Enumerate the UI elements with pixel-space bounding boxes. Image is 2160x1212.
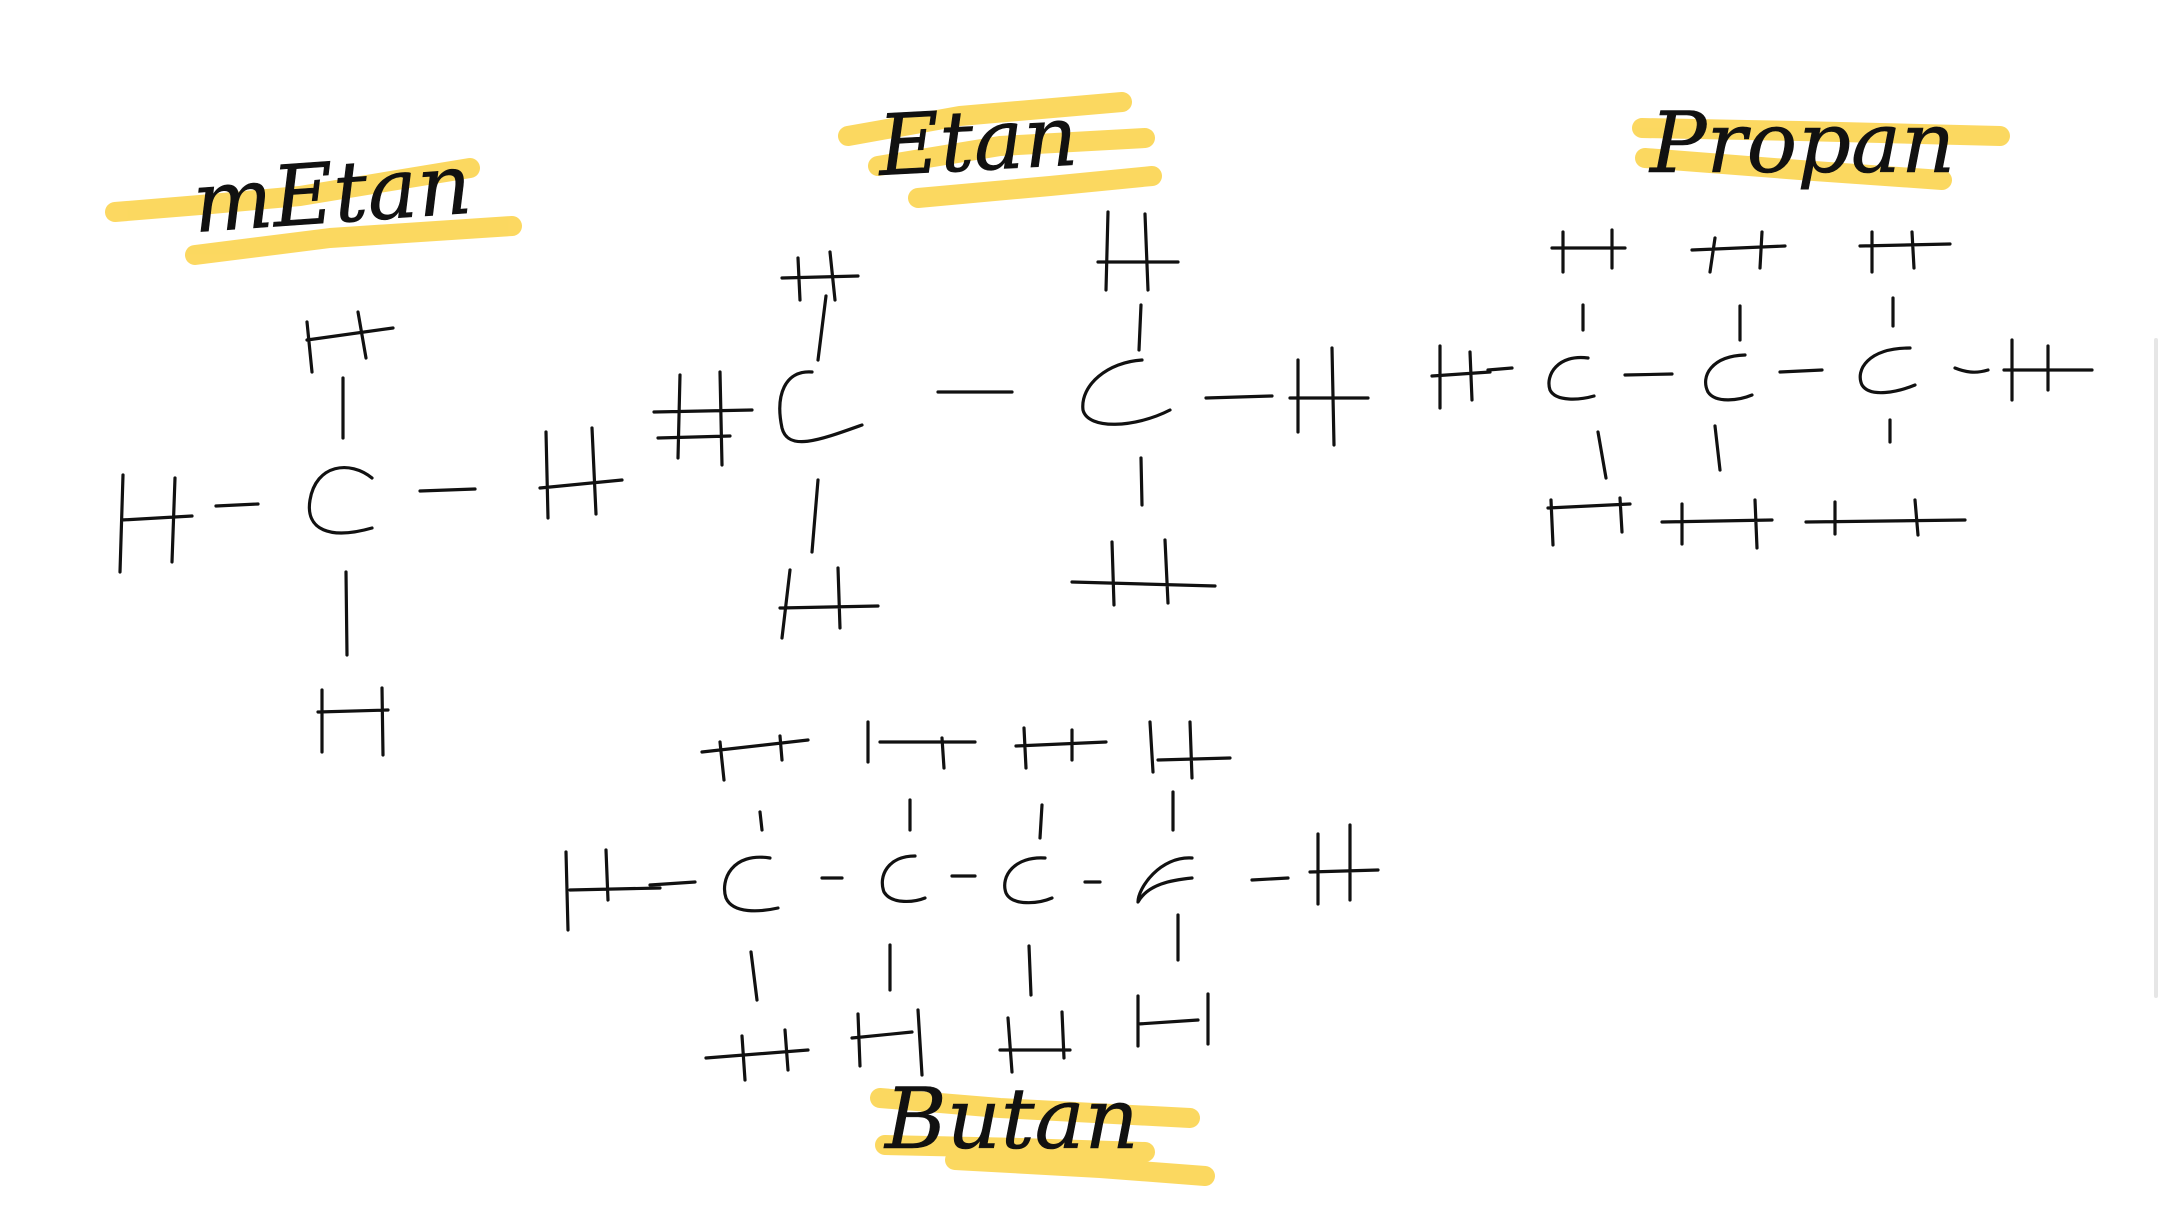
hydrogen-atom	[1660, 498, 1774, 550]
carbon-atom	[1003, 856, 1054, 905]
etan-structure	[652, 210, 1370, 640]
hydrogen-atom	[2002, 338, 2094, 402]
hydrogen-atom	[1070, 538, 1217, 607]
carbon-atom	[307, 466, 374, 535]
hydrogen-atom	[1096, 210, 1180, 292]
single-bond	[1953, 366, 1990, 374]
single-bond	[1137, 303, 1143, 352]
hydrogen-atom	[1550, 228, 1627, 274]
hydrogen-atom	[564, 848, 662, 932]
hydrogen-atom	[1148, 720, 1232, 780]
hydrogen-atom	[1804, 498, 1967, 537]
vertical-scrollbar[interactable]	[2154, 338, 2158, 998]
hydrogen-atom	[1014, 726, 1108, 770]
etan-highlight	[838, 92, 1162, 208]
single-bond	[1038, 803, 1044, 840]
hydrogen-atom	[704, 1028, 810, 1082]
hydrogen-atom	[1858, 230, 1952, 274]
butan-highlight	[870, 1088, 1215, 1186]
hydrogen-atom	[1430, 344, 1492, 410]
hydrogen-atom	[1288, 346, 1370, 447]
carbon-atom	[880, 854, 927, 903]
single-bond	[758, 810, 764, 832]
carbon-atom	[723, 855, 780, 913]
single-bond	[1027, 944, 1033, 997]
hydrogen-atom	[305, 310, 395, 374]
butan-label: Butan	[883, 1070, 1139, 1168]
single-bond	[810, 478, 820, 554]
hydrogen-atom	[700, 734, 810, 782]
propan-label: Propan	[1648, 94, 1955, 192]
hydrogen-atom	[866, 720, 977, 770]
single-bond	[1713, 424, 1722, 472]
single-bond	[1486, 366, 1514, 372]
single-bond	[648, 880, 697, 887]
metan-highlight	[105, 158, 522, 265]
hydrogen-atom	[778, 566, 880, 640]
single-bond	[816, 294, 828, 362]
metan-label: mEtan	[190, 135, 475, 252]
carbon-atom	[1704, 353, 1754, 402]
carbon-atom	[1547, 355, 1596, 401]
hydrogen-atom	[118, 473, 194, 574]
single-bond	[1596, 430, 1608, 480]
hydrogen-atom	[1690, 230, 1787, 274]
single-bond	[418, 487, 477, 493]
etan-label: Etan	[874, 87, 1080, 195]
hydrogen-atom	[1308, 823, 1380, 906]
hydrogen-atom	[652, 370, 754, 467]
single-bond	[1250, 876, 1290, 882]
highlight-strokes	[105, 92, 2010, 1186]
single-bond	[1204, 394, 1274, 400]
carbon-atom	[1136, 856, 1194, 904]
single-bond	[1139, 456, 1144, 507]
single-bond	[214, 502, 260, 508]
hydrogen-atom	[850, 1008, 924, 1077]
carbon-atom	[1858, 346, 1917, 395]
hydrogen-atom	[316, 686, 390, 757]
propan-highlight	[1632, 118, 2010, 190]
butan-structure	[564, 720, 1380, 1082]
carbon-atom	[1081, 358, 1172, 426]
hydrogen-atom	[780, 250, 860, 302]
hydrogen-atom	[1546, 496, 1632, 547]
hydrogen-atom	[538, 426, 624, 520]
metan-structure	[118, 310, 624, 757]
hydrogen-atom	[998, 1010, 1072, 1074]
hydrogen-atom	[1136, 992, 1210, 1048]
single-bond	[344, 570, 349, 657]
molecule-labels: mEtan Etan Propan Butan	[189, 86, 1955, 1168]
single-bond	[1623, 372, 1674, 377]
propan-structure	[1430, 228, 2094, 550]
single-bond	[749, 950, 759, 1002]
carbon-atom	[778, 370, 864, 444]
single-bond	[1778, 368, 1824, 374]
